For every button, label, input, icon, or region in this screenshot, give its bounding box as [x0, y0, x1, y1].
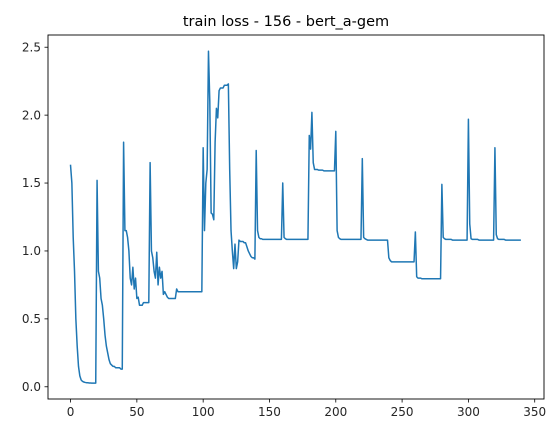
x-tick-label: 150	[258, 405, 281, 419]
series-line-0	[69, 50, 521, 384]
plot-area	[69, 50, 521, 384]
x-tick-label: 100	[192, 405, 215, 419]
chart-title: train loss - 156 - bert_a-gem	[183, 14, 389, 30]
x-tick-label: 300	[457, 405, 480, 419]
x-tick-label: 50	[129, 405, 144, 419]
y-tick-label: 0.5	[22, 312, 41, 326]
x-tick-label: 0	[67, 405, 75, 419]
y-tick-label: 1.0	[22, 244, 41, 258]
x-tick-label: 200	[324, 405, 347, 419]
x-axis: 0 50 100 150 200 250 300 350	[67, 399, 546, 419]
y-axis: 0.0 0.5 1.0 1.5 2.0 2.5	[22, 40, 48, 394]
x-tick-label: 350	[523, 405, 546, 419]
y-tick-label: 1.5	[22, 176, 41, 190]
axes-frame	[47, 34, 545, 400]
y-tick-label: 0.0	[22, 380, 41, 394]
y-tick-label: 2.5	[22, 40, 41, 54]
y-tick-label: 2.0	[22, 108, 41, 122]
x-tick-label: 250	[391, 405, 414, 419]
